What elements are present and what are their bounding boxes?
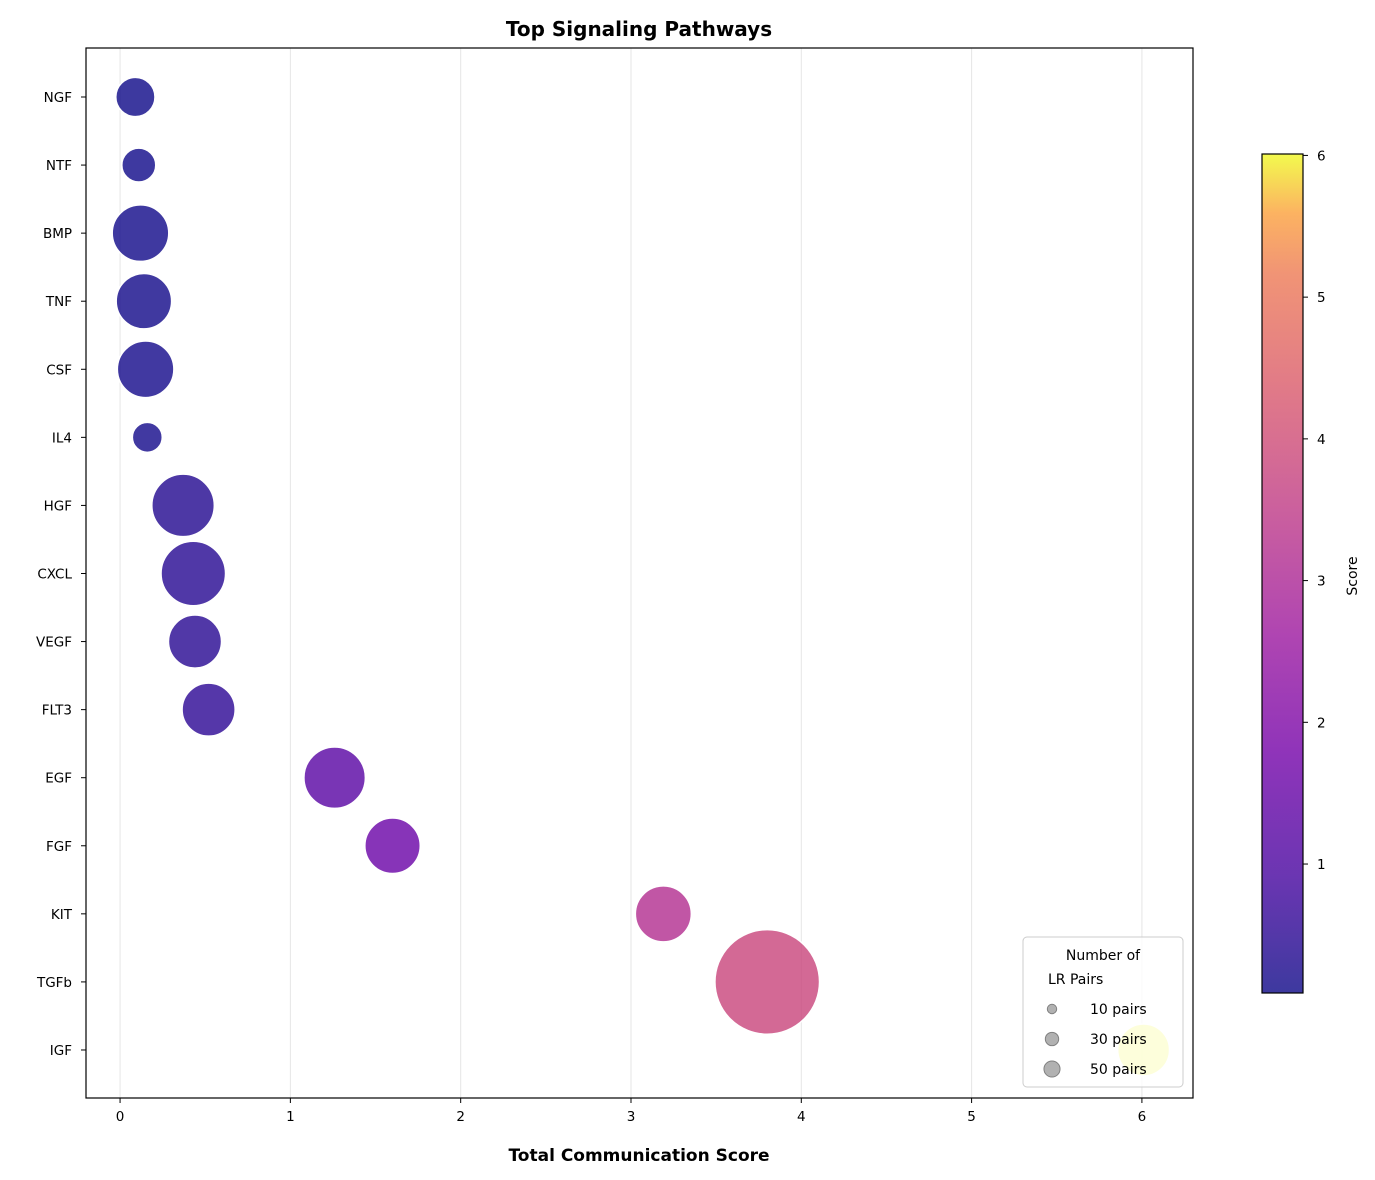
x-tick-label: 4 — [797, 1109, 806, 1125]
legend-entry-label: 50 pairs — [1090, 1062, 1147, 1078]
size-legend: Number of LR Pairs 10 pairs 30 pairs 50 pa… — [1022, 936, 1184, 1088]
bubble-egf — [303, 746, 367, 810]
bubble-kit — [634, 885, 693, 943]
bubble-vegf — [167, 614, 223, 669]
y-tick-label: FLT3 — [42, 703, 72, 719]
bubble-il4 — [131, 421, 164, 454]
y-tick-label: EGF — [45, 771, 72, 787]
colorbar: Score 1 2 3 4 5 6 — [1261, 148, 1361, 994]
bubble-fgf — [364, 817, 422, 875]
colorbar-tick-label: 4 — [1317, 432, 1326, 448]
x-tick-label: 5 — [967, 1109, 976, 1125]
x-axis-title: Total Communication Score — [508, 1146, 769, 1166]
bubble-bmp — [111, 204, 170, 263]
legend-entry-label: 30 pairs — [1090, 1032, 1147, 1048]
grid-lines — [119, 48, 1143, 1098]
y-tick-label: TNF — [45, 294, 72, 310]
x-tick-label: 3 — [627, 1109, 636, 1125]
y-tick-label: IGF — [50, 1043, 72, 1059]
y-axis: NGF NTF BMP TNF CSF IL4 HGF CXCL VEGF FLT3 EGF FGF K… — [36, 90, 86, 1059]
y-tick-label: CXCL — [37, 566, 72, 582]
bubble-flt3 — [181, 682, 236, 737]
y-tick-label: TGFb — [36, 975, 72, 991]
y-tick-label: NTF — [46, 158, 72, 174]
chart-title: Top Signaling Pathways — [506, 17, 772, 41]
bubble-hgf — [151, 473, 216, 538]
legend-title-line2: LR Pairs — [1048, 972, 1103, 988]
legend-marker — [1046, 1003, 1058, 1015]
bubble-csf — [116, 340, 175, 399]
y-tick-label: VEGF — [36, 635, 72, 651]
bubble-tgfb — [714, 928, 821, 1035]
legend-marker — [1043, 1060, 1061, 1078]
y-tick-label: FGF — [46, 839, 72, 855]
bubble-tnf — [115, 272, 173, 330]
x-tick-label: 6 — [1138, 1109, 1147, 1125]
y-tick-label: HGF — [44, 498, 72, 514]
y-tick-label: KIT — [51, 907, 73, 923]
bubble-cxcl — [160, 540, 227, 607]
y-tick-label: BMP — [43, 226, 72, 242]
data-points — [111, 76, 1171, 1077]
y-tick-label: NGF — [44, 90, 72, 106]
colorbar-gradient — [1261, 153, 1304, 994]
legend-marker — [1044, 1031, 1060, 1047]
bubble-ngf — [115, 76, 156, 118]
y-tick-label: CSF — [46, 362, 72, 378]
colorbar-tick-label: 6 — [1317, 148, 1326, 164]
y-tick-label: IL4 — [52, 430, 72, 446]
legend-entry-label: 10 pairs — [1090, 1002, 1147, 1018]
colorbar-tick-label: 2 — [1317, 715, 1326, 731]
legend-box — [1022, 936, 1184, 1088]
x-tick-label: 2 — [456, 1109, 465, 1125]
colorbar-tick-label: 5 — [1317, 290, 1326, 306]
x-tick-label: 1 — [286, 1109, 295, 1125]
legend-title-line1: Number of — [1066, 948, 1141, 964]
colorbar-tick-label: 1 — [1317, 857, 1326, 873]
x-axis: 0 1 2 3 4 5 6 — [116, 1098, 1146, 1125]
colorbar-label: Score — [1345, 556, 1361, 595]
colorbar-tick-label: 3 — [1317, 574, 1326, 590]
bubble-ntf — [121, 147, 157, 183]
x-tick-label: 0 — [116, 1109, 125, 1125]
